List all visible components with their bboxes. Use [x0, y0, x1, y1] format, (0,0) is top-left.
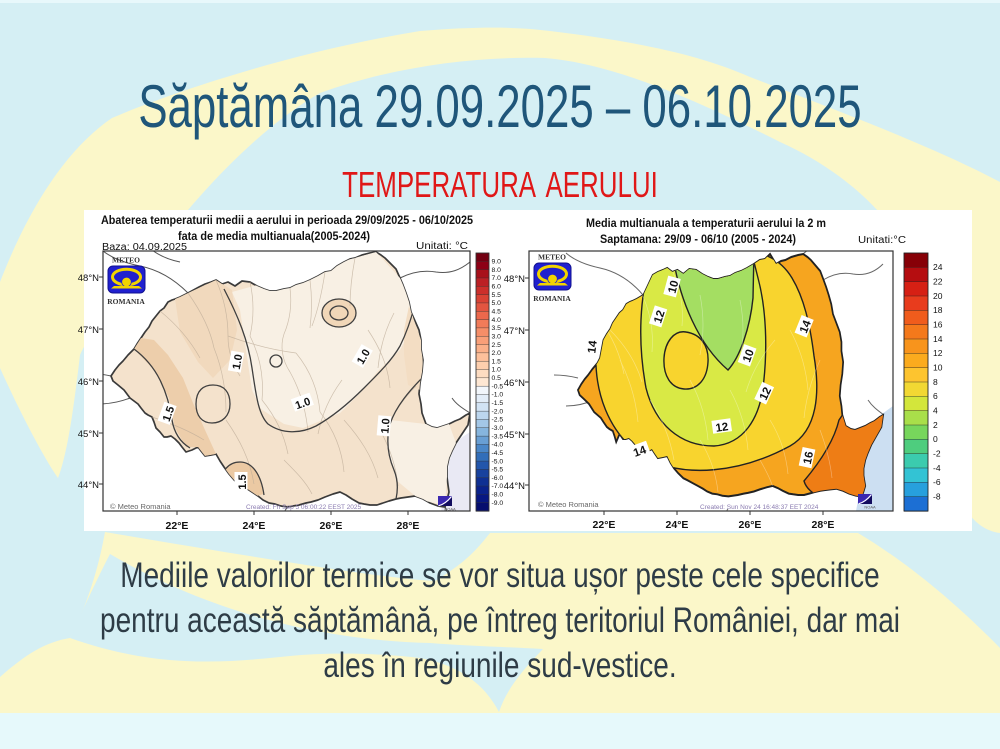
svg-text:10: 10: [933, 362, 943, 372]
svg-text:1.5: 1.5: [237, 474, 249, 489]
svg-text:-0.5: -0.5: [492, 383, 504, 390]
svg-text:24°E: 24°E: [243, 520, 266, 532]
svg-text:NOAA: NOAA: [864, 505, 876, 510]
svg-text:12: 12: [758, 386, 774, 403]
svg-text:1.5: 1.5: [492, 358, 502, 365]
svg-text:-9.0: -9.0: [492, 500, 504, 507]
svg-text:Baza: 04.09.2025: Baza: 04.09.2025: [102, 242, 187, 253]
svg-text:18: 18: [933, 305, 943, 315]
svg-text:Unitati: °C: Unitati: °C: [416, 241, 468, 252]
svg-text:7.0: 7.0: [492, 275, 502, 282]
svg-text:14: 14: [798, 318, 814, 335]
svg-text:-4.5: -4.5: [492, 450, 504, 457]
svg-text:3.0: 3.0: [492, 333, 502, 340]
svg-text:5.0: 5.0: [492, 300, 502, 307]
svg-text:48°N: 48°N: [78, 273, 99, 284]
svg-text:-2.5: -2.5: [492, 417, 504, 424]
svg-text:12: 12: [715, 421, 729, 435]
svg-text:22°E: 22°E: [593, 519, 616, 531]
svg-text:-4: -4: [933, 463, 941, 473]
svg-text:-2.0: -2.0: [492, 408, 504, 415]
svg-text:12: 12: [933, 348, 943, 358]
svg-text:22°E: 22°E: [166, 520, 189, 532]
svg-text:METEO: METEO: [112, 256, 140, 265]
svg-text:3.5: 3.5: [492, 325, 502, 332]
svg-text:2.0: 2.0: [492, 350, 502, 357]
svg-text:1.0: 1.0: [294, 396, 312, 413]
svg-text:45°N: 45°N: [504, 430, 525, 441]
svg-text:28°E: 28°E: [812, 519, 835, 531]
svg-text:-2: -2: [933, 448, 941, 458]
svg-text:26°E: 26°E: [739, 519, 762, 531]
svg-text:8.0: 8.0: [492, 267, 502, 274]
svg-text:28°E: 28°E: [397, 520, 420, 532]
svg-text:fata de media multianuala(2005: fata de media multianuala(2005-2024): [178, 229, 370, 243]
svg-text:22: 22: [933, 276, 943, 286]
svg-text:5.5: 5.5: [492, 292, 502, 299]
svg-text:-3.0: -3.0: [492, 425, 504, 432]
svg-text:10: 10: [667, 279, 682, 294]
svg-text:46°N: 46°N: [78, 377, 99, 388]
svg-text:2: 2: [933, 420, 938, 430]
svg-text:6.0: 6.0: [492, 283, 502, 290]
svg-text:16: 16: [802, 450, 816, 465]
svg-text:ROMANIA: ROMANIA: [107, 297, 145, 306]
svg-text:2.5: 2.5: [492, 342, 502, 349]
svg-text:47°N: 47°N: [504, 326, 525, 337]
svg-text:1.5: 1.5: [161, 405, 178, 423]
svg-text:4: 4: [933, 405, 938, 415]
svg-text:0: 0: [933, 434, 938, 444]
svg-text:Abaterea temperaturii medii a: Abaterea temperaturii medii a aerului in…: [101, 213, 473, 227]
svg-text:46°N: 46°N: [504, 378, 525, 389]
svg-text:6: 6: [933, 391, 938, 401]
svg-text:-7.0: -7.0: [492, 483, 504, 490]
svg-text:9.0: 9.0: [492, 259, 502, 266]
svg-text:12: 12: [652, 309, 667, 325]
svg-text:Saptamana: 29/09 - 06/10 (2005: Saptamana: 29/09 - 06/10 (2005 - 2024): [600, 232, 796, 246]
svg-text:-3.5: -3.5: [492, 433, 504, 440]
svg-text:-1.5: -1.5: [492, 400, 504, 407]
svg-text:-6: -6: [933, 477, 941, 487]
svg-text:NOAA: NOAA: [444, 507, 456, 512]
svg-text:© Meteo Romania: © Meteo Romania: [110, 502, 171, 511]
svg-text:-5.0: -5.0: [492, 458, 504, 465]
svg-text:Created: Sun Nov 24 16:48:37 E: Created: Sun Nov 24 16:48:37 EET 2024: [700, 504, 819, 511]
svg-text:44°N: 44°N: [504, 481, 525, 492]
svg-text:14: 14: [933, 334, 943, 344]
svg-text:Unitati:°C: Unitati:°C: [858, 235, 906, 246]
svg-text:-4.0: -4.0: [492, 442, 504, 449]
svg-text:ROMANIA: ROMANIA: [533, 294, 571, 303]
svg-text:1.0: 1.0: [492, 367, 502, 374]
svg-text:1.0: 1.0: [379, 418, 392, 434]
svg-text:-6.0: -6.0: [492, 475, 504, 482]
svg-text:10: 10: [741, 348, 757, 364]
svg-text:-8.0: -8.0: [492, 492, 504, 499]
svg-text:45°N: 45°N: [78, 429, 99, 440]
svg-text:Media multianuala a temperatur: Media multianuala a temperaturii aerului…: [586, 216, 826, 230]
svg-text:8: 8: [933, 377, 938, 387]
svg-text:48°N: 48°N: [504, 274, 525, 285]
svg-text:4.0: 4.0: [492, 317, 502, 324]
svg-text:16: 16: [933, 319, 943, 329]
svg-text:Created: Fri Sep 5 06:00:22 EE: Created: Fri Sep 5 06:00:22 EEST 2025: [246, 504, 362, 511]
svg-text:0.5: 0.5: [492, 375, 502, 382]
svg-text:© Meteo Romania: © Meteo Romania: [538, 500, 599, 509]
svg-text:44°N: 44°N: [78, 480, 99, 491]
svg-text:METEO: METEO: [538, 253, 566, 262]
svg-text:-1.0: -1.0: [492, 392, 504, 399]
svg-text:24°E: 24°E: [666, 519, 689, 531]
svg-text:4.5: 4.5: [492, 308, 502, 315]
svg-text:20: 20: [933, 291, 943, 301]
svg-text:-8: -8: [933, 491, 941, 501]
svg-text:14: 14: [632, 444, 649, 460]
svg-text:26°E: 26°E: [320, 520, 343, 532]
svg-text:47°N: 47°N: [78, 325, 99, 336]
svg-text:-5.5: -5.5: [492, 467, 504, 474]
svg-text:14: 14: [586, 339, 600, 354]
svg-text:1.0: 1.0: [231, 353, 245, 370]
svg-text:24: 24: [933, 262, 943, 272]
